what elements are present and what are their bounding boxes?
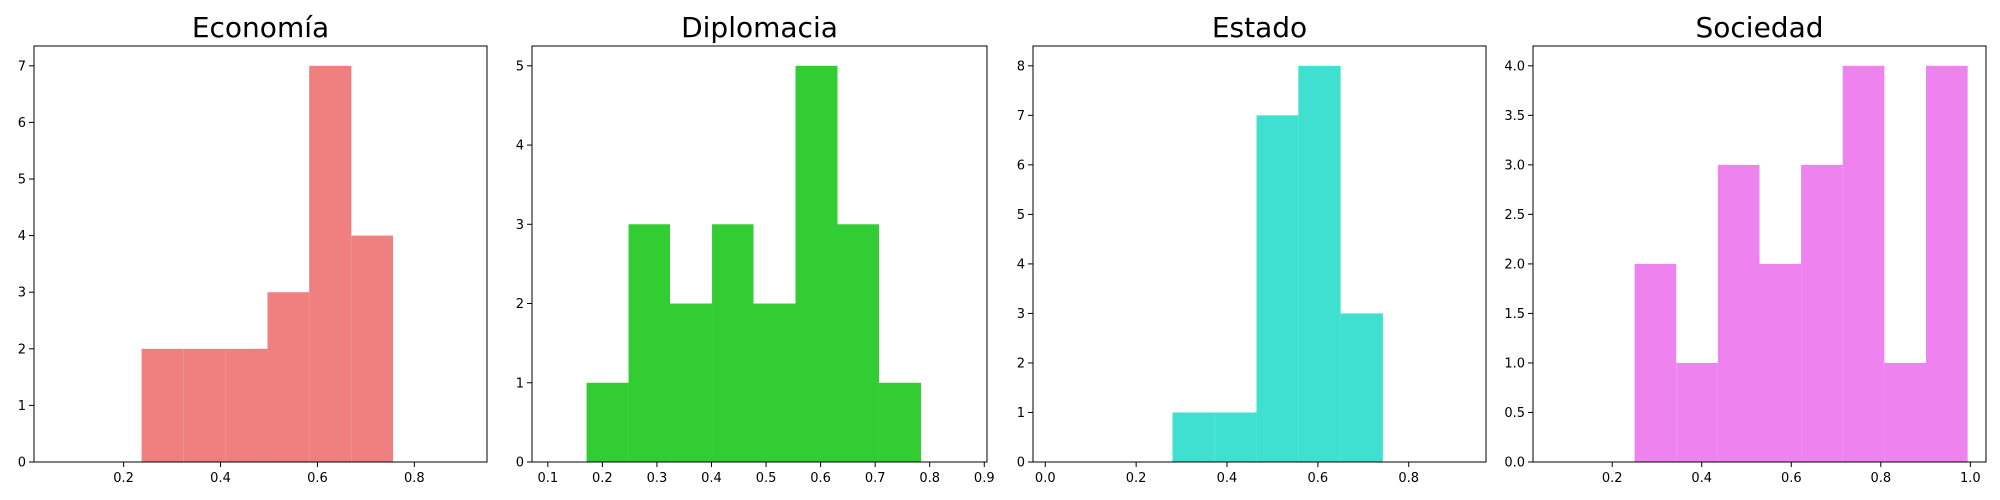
x-tick-label: 0.6 [810, 471, 831, 486]
histogram-bar [1340, 313, 1383, 462]
y-tick-label: 3.0 [1504, 158, 1525, 173]
histogram-bar [628, 224, 671, 462]
x-tick-label: 0.8 [404, 471, 425, 486]
histogram-bar [670, 303, 713, 462]
x-tick-label: 0.3 [647, 471, 668, 486]
histogram-bar [795, 65, 838, 463]
y-tick-label: 3 [18, 286, 26, 301]
histogram-bar [309, 65, 352, 463]
histogram-bar [1634, 263, 1677, 462]
histogram-bar [586, 382, 629, 462]
panel-economia: Economía 0.2 0.4 0.6 0.8 0 1 2 3 4 5 6 7 [18, 11, 488, 486]
axes-frame [531, 45, 988, 463]
panel-title: Diplomacia [681, 11, 838, 44]
histogram-bar [712, 224, 754, 462]
y-tick-label: 5 [18, 173, 26, 188]
panel-title: Economía [192, 11, 329, 44]
y-tick-label: 1 [516, 376, 524, 391]
x-tick-label: 0.7 [865, 471, 886, 486]
x-tick-label: 0.4 [1691, 471, 1712, 486]
histogram-bar [837, 224, 879, 462]
x-tick-label: 0.4 [701, 471, 722, 486]
histogram-bar [1842, 65, 1885, 463]
histogram-bar [1256, 115, 1299, 462]
y-tick-label: 6 [18, 116, 26, 131]
x-tick-label: 0.2 [1126, 471, 1147, 486]
panel-estado: Estado 0.0 0.2 0.4 0.6 0.8 0 1 2 3 4 5 6 7 8 [1017, 11, 1487, 486]
panel-sociedad: Sociedad 0.2 0.4 0.6 0.8 1.0 0.0 0.5 1.0 1.5 2.0 2.… [1504, 11, 1987, 486]
x-tick-label: 1.0 [1960, 471, 1981, 486]
x-tick-label: 0.4 [210, 471, 231, 486]
histogram-bar [351, 235, 394, 462]
y-tick-label: 0 [1017, 456, 1025, 471]
x-tick-label: 0.8 [1870, 471, 1891, 486]
histogram-bar [1172, 412, 1215, 462]
x-tick-label: 0.8 [1398, 471, 1419, 486]
axes-frame [33, 45, 488, 463]
y-tick-label: 1.5 [1504, 307, 1525, 322]
axes-frame [1032, 45, 1487, 463]
histogram-bar [141, 348, 184, 462]
histogram-bar [1926, 65, 1968, 463]
histogram-bar [267, 292, 310, 462]
histogram-bar [878, 382, 921, 462]
histogram-bar [183, 348, 226, 462]
y-tick-label: 2 [1017, 356, 1025, 371]
x-tick-label: 0.1 [537, 471, 558, 486]
axes-frame [1532, 45, 1987, 463]
x-tick-label: 0.2 [592, 471, 613, 486]
histogram-bar [1801, 164, 1843, 462]
x-tick-label: 0.6 [307, 471, 328, 486]
y-tick-label: 5 [1017, 208, 1025, 223]
y-tick-label: 4 [1017, 257, 1025, 272]
y-tick-label: 3 [516, 218, 524, 233]
y-tick-label: 2 [516, 297, 524, 312]
y-tick-label: 7 [1017, 109, 1025, 124]
x-tick-label: 0.5 [756, 471, 777, 486]
panel-title: Estado [1212, 11, 1307, 44]
y-tick-label: 4 [18, 229, 26, 244]
y-tick-label: 0 [516, 456, 524, 471]
histogram-bar [1717, 164, 1760, 462]
x-tick-label: 0.9 [974, 471, 995, 486]
y-tick-label: 1 [1017, 406, 1025, 421]
y-tick-label: 0.0 [1504, 456, 1525, 471]
y-tick-label: 7 [18, 59, 26, 74]
y-tick-label: 4.0 [1504, 59, 1525, 74]
y-tick-label: 0.5 [1504, 406, 1525, 421]
histogram-bar [753, 303, 796, 462]
x-tick-label: 0.8 [919, 471, 940, 486]
histogram-bar [225, 348, 268, 462]
x-tick-label: 0.6 [1781, 471, 1802, 486]
panel-title: Sociedad [1695, 11, 1823, 44]
histogram-bar [1676, 362, 1718, 462]
panel-diplomacia: Diplomacia 0.1 0.2 0.3 0.4 0.5 0.6 0.7 0.8 0.9 0 1 2… [516, 11, 995, 486]
y-tick-label: 3 [1017, 307, 1025, 322]
histogram-bar [1884, 362, 1927, 462]
x-tick-label: 0.2 [113, 471, 134, 486]
x-tick-label: 0.4 [1217, 471, 1238, 486]
histogram-bar [1759, 263, 1802, 462]
y-tick-label: 6 [1017, 158, 1025, 173]
y-tick-label: 3.5 [1504, 109, 1525, 124]
y-tick-label: 1 [18, 399, 26, 414]
histogram-bar [1214, 412, 1257, 462]
x-tick-label: 0.6 [1308, 471, 1329, 486]
x-tick-label: 0.2 [1602, 471, 1623, 486]
x-tick-label: 0.0 [1035, 471, 1056, 486]
y-tick-label: 4 [516, 139, 524, 154]
y-tick-label: 5 [516, 59, 524, 74]
y-tick-label: 1.0 [1504, 356, 1525, 371]
y-tick-label: 2.0 [1504, 257, 1525, 272]
y-tick-label: 2 [18, 342, 26, 357]
y-tick-label: 0 [18, 456, 26, 471]
y-tick-label: 2.5 [1504, 208, 1525, 223]
y-tick-label: 8 [1017, 59, 1025, 74]
histogram-bar [1298, 65, 1341, 463]
